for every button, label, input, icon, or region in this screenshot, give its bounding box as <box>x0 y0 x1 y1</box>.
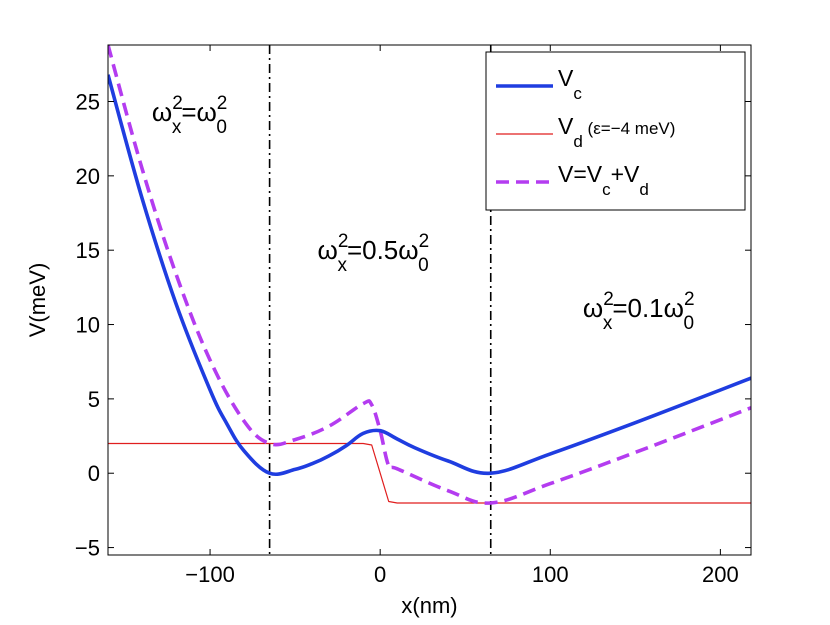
annotation-part: =0.1ω <box>612 293 684 323</box>
series-line-thin <box>108 442 751 504</box>
annotation-part: x <box>337 255 347 276</box>
annotation-part: x <box>603 313 613 334</box>
x-tick-label: −100 <box>185 562 235 587</box>
annotation-part: 2 <box>338 231 349 252</box>
region-annotation-right: ω2 x=0.1ω2 0 <box>583 289 695 334</box>
legend-label-part: (ε=−4 meV) <box>583 119 676 138</box>
x-tick-label: 100 <box>532 562 569 587</box>
y-tick-label: 10 <box>76 313 100 338</box>
legend-label-part: V <box>558 65 574 91</box>
annotation-part: 2 <box>684 289 695 310</box>
annotation-part: ω <box>152 97 172 127</box>
annotation-part: 0 <box>684 313 695 334</box>
legend-label-part: c <box>573 84 582 103</box>
annotation-part: 2 <box>603 289 614 310</box>
series-group <box>108 45 751 505</box>
x-tick-label: 200 <box>702 562 739 587</box>
annotation-part: x <box>172 117 182 138</box>
y-tick-label: 5 <box>88 387 100 412</box>
region-annotation-mid: ω2 x=0.5ω2 0 <box>318 231 430 276</box>
annotation-part: 2 <box>217 93 228 114</box>
y-tick-label: 0 <box>88 461 100 486</box>
x-axis-label: x(nm) <box>401 593 457 618</box>
x-tick-label: 0 <box>374 562 386 587</box>
y-tick-label: 15 <box>76 238 100 263</box>
axes-frame <box>107 44 752 556</box>
y-tick-label: 20 <box>76 164 100 189</box>
y-tick-label: −5 <box>75 536 100 561</box>
legend-label-part: +V <box>611 161 640 187</box>
annotation-part: 2 <box>172 93 183 114</box>
region-annotations: ω2 x=ω2 0ω2 x=0.5ω2 0ω2 x=0.1ω2 0 <box>152 93 695 334</box>
annotation-part: ω <box>583 293 603 323</box>
legend-label-part: V=V <box>558 161 603 187</box>
legend-label: Vd (ε=−4 meV) <box>558 113 675 151</box>
annotation-part: ω <box>318 235 338 265</box>
annotation-part: =0.5ω <box>347 235 419 265</box>
y-tick-label: 25 <box>76 90 100 115</box>
y-axis-label: V(meV) <box>25 263 50 338</box>
annotation-part: 2 <box>419 231 430 252</box>
legend-label-part: d <box>573 132 582 151</box>
region-annotation-left: ω2 x=ω2 0 <box>152 93 227 138</box>
legend-label: V=Vc+Vd <box>558 161 649 199</box>
legend-label: Vc <box>558 65 582 103</box>
annotation-part: =ω <box>181 97 216 127</box>
legend-label-part: d <box>639 180 648 199</box>
series-line-solid <box>108 74 751 477</box>
legend-box <box>485 51 746 211</box>
annotation-part: 0 <box>418 255 429 276</box>
legend-label-part: c <box>602 180 611 199</box>
annotation-part: 0 <box>216 117 227 138</box>
series-line-dashed <box>108 45 751 505</box>
legend-label-part: V <box>558 113 574 139</box>
